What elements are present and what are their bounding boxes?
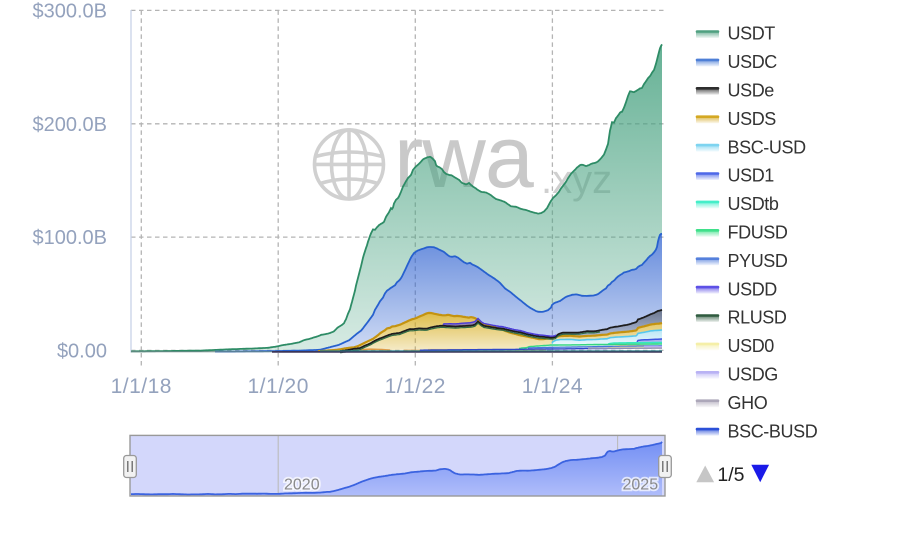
svg-text:BSC-BUSD: BSC-BUSD	[728, 421, 818, 441]
svg-text:$300.0B: $300.0B	[32, 0, 107, 22]
svg-text:USDe: USDe	[728, 81, 775, 101]
svg-text:GHO: GHO	[728, 393, 768, 413]
svg-text:USDtb: USDtb	[728, 194, 779, 214]
svg-text:1/1/22: 1/1/22	[385, 375, 446, 398]
svg-text:2020: 2020	[284, 477, 320, 494]
svg-text:USDD: USDD	[728, 279, 778, 299]
svg-text:USD1: USD1	[728, 166, 775, 186]
svg-text:USDC: USDC	[728, 52, 778, 72]
svg-text:1/5: 1/5	[717, 464, 744, 486]
svg-text:1/1/18: 1/1/18	[111, 375, 172, 398]
svg-text:USD0: USD0	[728, 336, 775, 356]
svg-text:$0.00: $0.00	[57, 340, 107, 362]
svg-text:USDT: USDT	[728, 24, 776, 44]
svg-text:$200.0B: $200.0B	[32, 114, 107, 136]
svg-text:$100.0B: $100.0B	[32, 227, 107, 249]
svg-text:PYUSD: PYUSD	[728, 251, 788, 271]
svg-text:USDG: USDG	[728, 365, 778, 385]
svg-text:1/1/20: 1/1/20	[248, 375, 309, 398]
svg-text:USDS: USDS	[728, 109, 777, 129]
svg-text:FDUSD: FDUSD	[728, 223, 788, 243]
svg-text:1/1/24: 1/1/24	[522, 375, 583, 398]
svg-text:BSC-USD: BSC-USD	[728, 137, 807, 157]
svg-text:RLUSD: RLUSD	[728, 308, 787, 328]
svg-text:2025: 2025	[623, 477, 659, 494]
